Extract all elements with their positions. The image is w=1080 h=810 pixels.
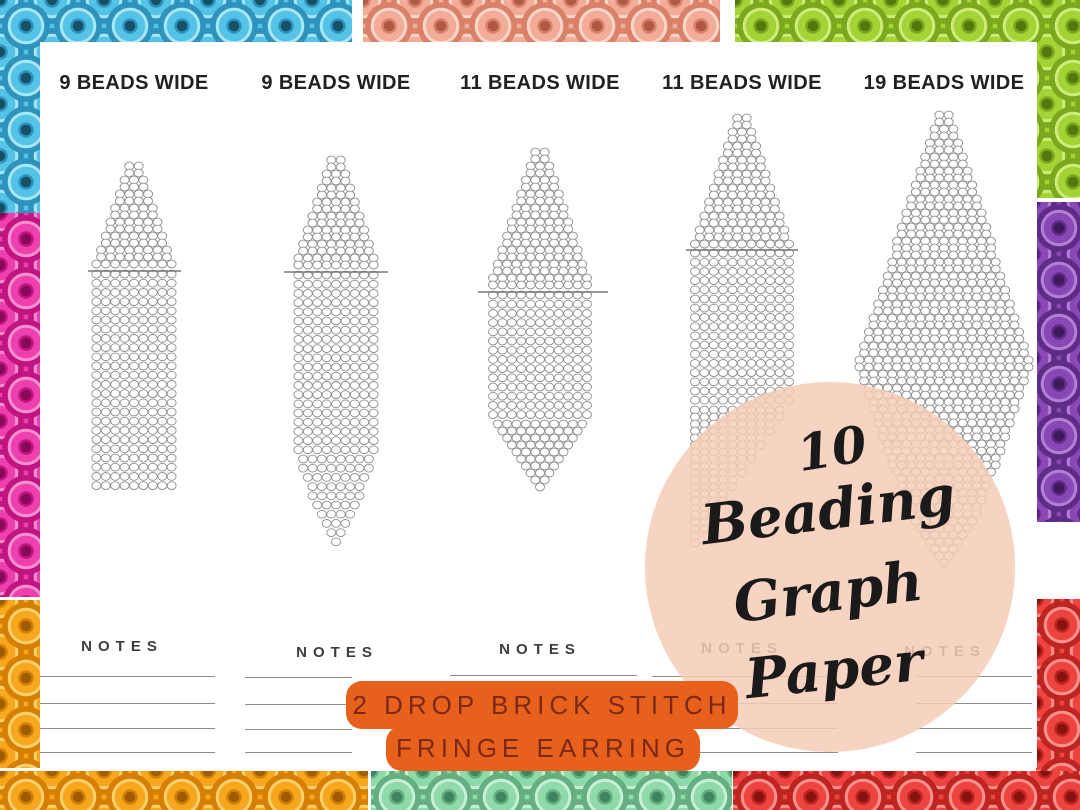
pattern-header-1: 9 BEADS WIDE: [59, 72, 209, 94]
notes-rule-line: [450, 675, 637, 676]
pattern-header-2: 9 BEADS WIDE: [261, 72, 411, 94]
notes-rule-line: [245, 752, 352, 753]
notes-label: NOTES: [499, 641, 581, 658]
notes-rule-line: [245, 677, 352, 678]
pattern-header-5: 19 BEADS WIDE: [863, 72, 1025, 94]
orange-beads-photo-bottom: [0, 771, 368, 810]
orange-beads-photo-left: [0, 600, 42, 768]
banner-line-1: 2 DROP BRICK STITCH: [346, 681, 738, 729]
pattern-header-4: 11 BEADS WIDE: [662, 72, 822, 94]
notes-rule-line: [245, 729, 352, 730]
notes-rule-line: [916, 728, 1032, 729]
notes-rule-line: [40, 703, 215, 704]
notes-rule-line: [40, 728, 215, 729]
purple-beads-photo: [1033, 202, 1080, 522]
notes-rule-line: [40, 676, 215, 677]
notes-rule-line: [916, 703, 1032, 704]
notes-label: NOTES: [81, 638, 163, 655]
banner-line-2: FRINGE EARRING: [386, 726, 700, 771]
notes-rule-line: [245, 704, 352, 705]
notes-rule-line: [916, 752, 1032, 753]
pink-beads-photo: [0, 213, 42, 597]
notes-rule-line: [40, 752, 215, 753]
red-beads-photo-bottom: [733, 771, 1080, 810]
mint-beads-photo: [371, 771, 732, 810]
pattern-header-3: 11 BEADS WIDE: [460, 72, 620, 94]
notes-label: NOTES: [296, 644, 378, 661]
notes-rule-line: [652, 752, 838, 753]
